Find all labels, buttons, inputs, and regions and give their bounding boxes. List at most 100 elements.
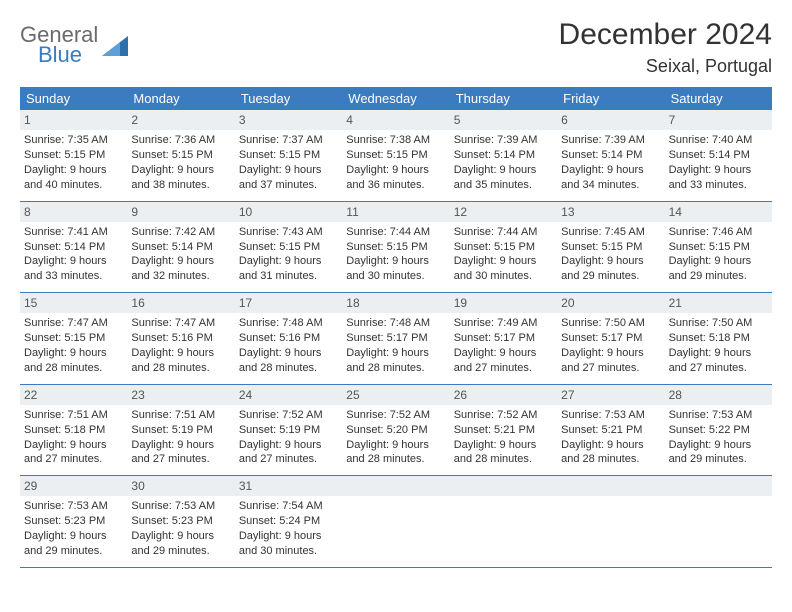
sunrise-line: Sunrise: 7:48 AM [239,316,338,331]
sunrise-line: Sunrise: 7:47 AM [24,316,123,331]
sunrise-line: Sunrise: 7:40 AM [669,133,768,148]
day-number: 5 [450,110,557,130]
calendar-cell: 28 Sunrise: 7:53 AMSunset: 5:22 PMDayligh… [665,385,772,477]
calendar-cell: 11Sunrise: 7:44 AMSunset: 5:15 PMDayligh… [342,202,449,294]
sunrise-line: Sunrise: 7:42 AM [131,225,230,240]
sunset-line: Sunset: 5:21 PM [454,423,553,438]
daylight-line: Daylight: 9 hours [669,438,768,453]
day-number: 4 [342,110,449,130]
sunset-line: Sunset: 5:16 PM [239,331,338,346]
daylight-line: Daylight: 9 hours [669,346,768,361]
daylight-line: Daylight: 9 hours [131,529,230,544]
day-number: 22 [20,385,127,405]
daylight-line: Daylight: 9 hours [24,529,123,544]
sunrise-line: Sunrise: 7:41 AM [24,225,123,240]
daylight-line: Daylight: 9 hours [131,346,230,361]
calendar-cell: 31Sunrise: 7:54 AMSunset: 5:24 PMDayligh… [235,476,342,568]
calendar-cell: 4Sunrise: 7:38 AMSunset: 5:15 PMDaylight… [342,110,449,202]
daylight-line: Daylight: 9 hours [561,346,660,361]
month-title: December 2024 [559,18,772,52]
calendar-cell: 27 Sunrise: 7:53 AMSunset: 5:21 PMDayligh… [557,385,664,477]
day-number: 8 [20,202,127,222]
daylight-line: and 28 minutes. [454,452,553,467]
calendar-grid: SundayMondayTuesdayWednesdayThursdayFrid… [20,87,772,568]
calendar-cell: 29Sunrise: 7:53 AMSunset: 5:23 PMDayligh… [20,476,127,568]
daylight-line: and 33 minutes. [669,178,768,193]
calendar-cell: 20Sunrise: 7:50 AMSunset: 5:17 PMDayligh… [557,293,664,385]
daylight-line: and 38 minutes. [131,178,230,193]
dow-header: Saturday [665,87,772,110]
sunset-line: Sunset: 5:15 PM [131,148,230,163]
daylight-line: Daylight: 9 hours [561,163,660,178]
sunset-line: Sunset: 5:20 PM [346,423,445,438]
daylight-line: Daylight: 9 hours [24,438,123,453]
day-number: 31 [235,476,342,496]
brand-part2: Blue [20,44,98,66]
daylight-line: Daylight: 9 hours [131,438,230,453]
daylight-line: and 36 minutes. [346,178,445,193]
daylight-line: and 29 minutes. [561,269,660,284]
sunset-line: Sunset: 5:18 PM [669,331,768,346]
sunrise-line: Sunrise: 7:43 AM [239,225,338,240]
daylight-line: Daylight: 9 hours [561,438,660,453]
calendar-cell: 6Sunrise: 7:39 AMSunset: 5:14 PMDaylight… [557,110,664,202]
day-number: 23 [127,385,234,405]
day-number: 11 [342,202,449,222]
sunrise-line: Sunrise: 7:46 AM [669,225,768,240]
brand-text: General Blue [20,24,98,66]
calendar-cell: 9Sunrise: 7:42 AMSunset: 5:14 PMDaylight… [127,202,234,294]
brand-triangle-icon [102,36,128,56]
sunset-line: Sunset: 5:16 PM [131,331,230,346]
sunrise-line: Sunrise: 7:53 AM [561,408,660,423]
day-number: 21 [665,293,772,313]
calendar-cell [665,476,772,568]
sunset-line: Sunset: 5:21 PM [561,423,660,438]
calendar-cell: 16Sunrise: 7:47 AMSunset: 5:16 PMDayligh… [127,293,234,385]
sunset-line: Sunset: 5:14 PM [24,240,123,255]
day-number: 6 [557,110,664,130]
calendar-cell: 13Sunrise: 7:45 AMSunset: 5:15 PMDayligh… [557,202,664,294]
daylight-line: Daylight: 9 hours [24,346,123,361]
day-number: 19 [450,293,557,313]
daylight-line: and 28 minutes. [131,361,230,376]
sunrise-line: Sunrise: 7:48 AM [346,316,445,331]
day-number: 14 [665,202,772,222]
sunset-line: Sunset: 5:15 PM [346,240,445,255]
calendar-cell: 18Sunrise: 7:48 AMSunset: 5:17 PMDayligh… [342,293,449,385]
daylight-line: Daylight: 9 hours [346,438,445,453]
daylight-line: and 30 minutes. [454,269,553,284]
daylight-line: Daylight: 9 hours [131,163,230,178]
daylight-line: and 32 minutes. [131,269,230,284]
daylight-line: Daylight: 9 hours [454,254,553,269]
daylight-line: and 28 minutes. [346,452,445,467]
sunrise-line: Sunrise: 7:44 AM [454,225,553,240]
daylight-line: Daylight: 9 hours [131,254,230,269]
daylight-line: Daylight: 9 hours [454,163,553,178]
calendar-cell [342,476,449,568]
sunset-line: Sunset: 5:17 PM [454,331,553,346]
day-number: 2 [127,110,234,130]
daylight-line: Daylight: 9 hours [346,346,445,361]
sunrise-line: Sunrise: 7:45 AM [561,225,660,240]
sunset-line: Sunset: 5:23 PM [24,514,123,529]
daylight-line: Daylight: 9 hours [24,254,123,269]
sunset-line: Sunset: 5:19 PM [131,423,230,438]
day-number: 9 [127,202,234,222]
calendar-cell: 22Sunrise: 7:51 AMSunset: 5:18 PMDayligh… [20,385,127,477]
sunrise-line: Sunrise: 7:53 AM [24,499,123,514]
calendar-cell: 15Sunrise: 7:47 AMSunset: 5:15 PMDayligh… [20,293,127,385]
sunrise-line: Sunrise: 7:50 AM [561,316,660,331]
day-number: 28 [665,385,772,405]
sunrise-line: Sunrise: 7:53 AM [669,408,768,423]
sunset-line: Sunset: 5:22 PM [669,423,768,438]
sunset-line: Sunset: 5:15 PM [346,148,445,163]
daylight-line: Daylight: 9 hours [239,254,338,269]
sunset-line: Sunset: 5:17 PM [561,331,660,346]
daylight-line: Daylight: 9 hours [669,254,768,269]
calendar-cell: 23Sunrise: 7:51 AMSunset: 5:19 PMDayligh… [127,385,234,477]
sunrise-line: Sunrise: 7:39 AM [561,133,660,148]
calendar-cell: 17Sunrise: 7:48 AMSunset: 5:16 PMDayligh… [235,293,342,385]
day-number: 1 [20,110,127,130]
day-number: 27 [557,385,664,405]
daylight-line: Daylight: 9 hours [346,254,445,269]
